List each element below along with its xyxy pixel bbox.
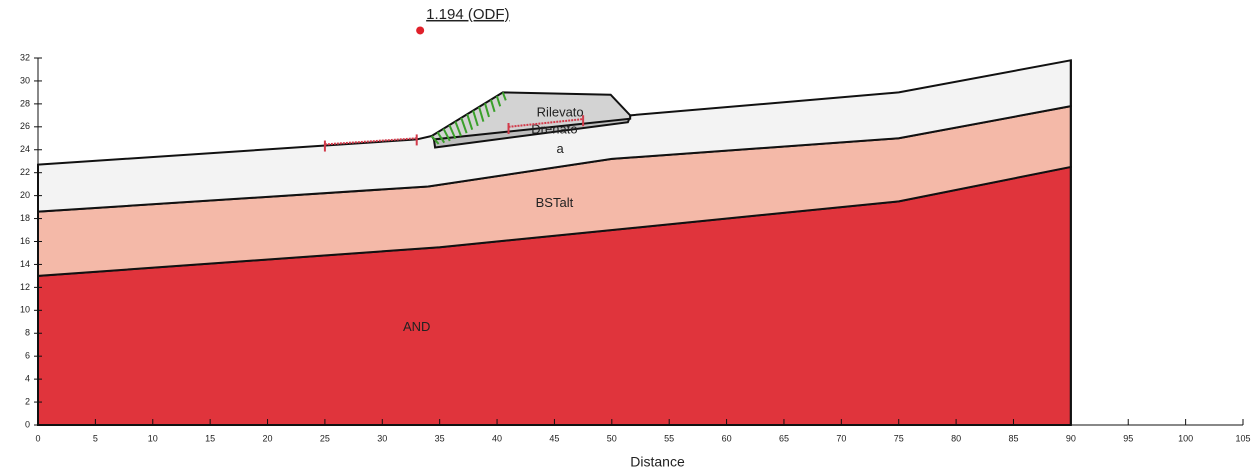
x-tick-label: 20 xyxy=(263,433,273,443)
x-tick-label: 15 xyxy=(205,433,215,443)
x-tick-label: 10 xyxy=(148,433,158,443)
y-tick-label: 0 xyxy=(25,419,30,429)
x-tick-label: 5 xyxy=(93,433,98,443)
x-tick-label: 55 xyxy=(664,433,674,443)
x-tick-label: 85 xyxy=(1008,433,1018,443)
y-tick-label: 8 xyxy=(25,328,30,338)
y-tick-label: 18 xyxy=(20,213,30,223)
region-label: Rilevato xyxy=(537,104,584,119)
y-tick-label: 32 xyxy=(20,52,30,62)
x-tick-label: 35 xyxy=(435,433,445,443)
x-tick-label: 65 xyxy=(779,433,789,443)
x-tick-label: 70 xyxy=(836,433,846,443)
x-tick-label: 90 xyxy=(1066,433,1076,443)
region-label: AND xyxy=(403,319,430,334)
y-tick-label: 22 xyxy=(20,167,30,177)
x-tick-label: 60 xyxy=(722,433,732,443)
x-tick-label: 80 xyxy=(951,433,961,443)
y-tick-label: 6 xyxy=(25,351,30,361)
y-tick-label: 30 xyxy=(20,75,30,85)
region-label: BSTalt xyxy=(536,195,574,210)
x-tick-label: 75 xyxy=(894,433,904,443)
y-tick-label: 10 xyxy=(20,305,30,315)
y-tick-label: 16 xyxy=(20,236,30,246)
y-tick-label: 24 xyxy=(20,144,30,154)
x-tick-label: 40 xyxy=(492,433,502,443)
chart: ANDBSTaltaDrenatoRilevato051015202530354… xyxy=(0,0,1258,474)
y-tick-label: 4 xyxy=(25,374,30,384)
x-tick-label: 100 xyxy=(1178,433,1193,443)
factor-of-safety: 1.194 (ODF) xyxy=(426,6,509,23)
region-label: a xyxy=(557,141,565,156)
x-tick-label: 25 xyxy=(320,433,330,443)
slip-center xyxy=(416,26,424,34)
y-tick-label: 26 xyxy=(20,121,30,131)
y-tick-label: 28 xyxy=(20,98,30,108)
x-tick-label: 30 xyxy=(377,433,387,443)
y-tick-label: 12 xyxy=(20,282,30,292)
region-label: Drenato xyxy=(531,122,577,137)
x-tick-label: 50 xyxy=(607,433,617,443)
y-tick-label: 14 xyxy=(20,259,30,269)
y-tick-label: 20 xyxy=(20,190,30,200)
x-tick-label: 105 xyxy=(1235,433,1250,443)
x-tick-label: 0 xyxy=(35,433,40,443)
x-axis-title: Distance xyxy=(630,454,685,470)
y-tick-label: 2 xyxy=(25,396,30,406)
x-tick-label: 45 xyxy=(549,433,559,443)
x-tick-label: 95 xyxy=(1123,433,1133,443)
